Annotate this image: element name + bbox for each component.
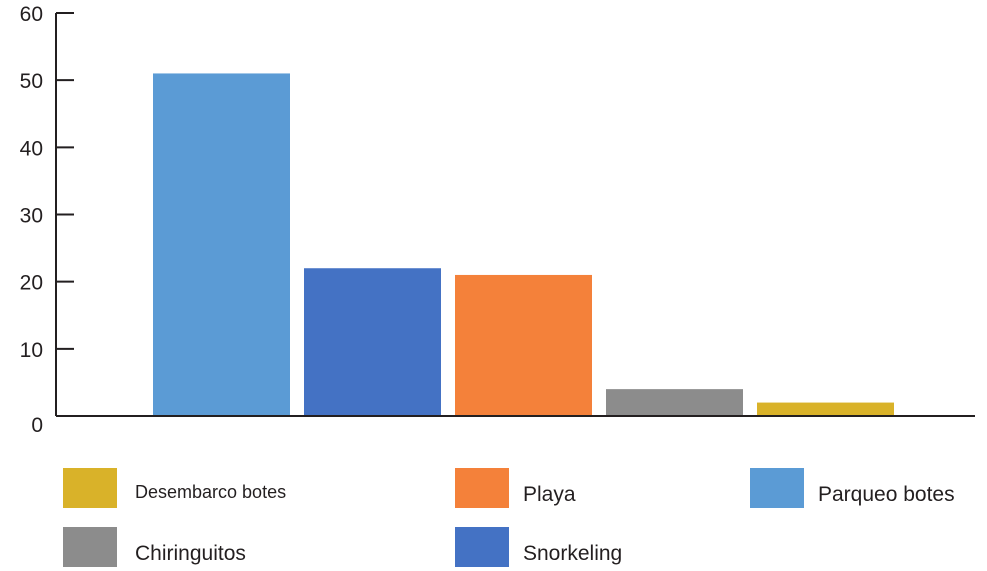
legend-swatch-snorkeling (455, 527, 509, 567)
bar-snorkeling (304, 268, 441, 416)
legend-label-chiringuitos: Chiringuitos (135, 542, 246, 565)
y-tick-label: 20 (20, 272, 43, 295)
y-tick-label: 60 (20, 3, 43, 26)
legend-swatch-parqueo-botes (750, 468, 804, 508)
legend: Desembarco botes Playa Parqueo botes Chirin… (63, 468, 955, 567)
bar-parqueo-botes (153, 73, 290, 416)
bar-chiringuitos (606, 389, 743, 416)
y-tick-label: 30 (20, 205, 43, 228)
legend-label-parqueo-botes: Parqueo botes (818, 483, 955, 506)
y-tick-label: 40 (20, 137, 43, 160)
y-tick-label: 10 (20, 339, 43, 362)
y-axis-ticks: 0 10 20 30 40 50 60 (20, 3, 74, 437)
bar-playa (455, 274, 592, 416)
legend-swatch-desembarco-botes (63, 468, 117, 508)
bars (153, 73, 894, 416)
legend-swatch-chiringuitos (63, 527, 117, 567)
legend-label-desembarco-botes: Desembarco botes (135, 482, 286, 502)
y-tick-label: 0 (31, 414, 43, 437)
bar-desembarco-botes (757, 402, 894, 416)
y-tick-label: 50 (20, 70, 43, 93)
legend-label-playa: Playa (523, 483, 576, 506)
legend-label-snorkeling: Snorkeling (523, 542, 622, 565)
legend-swatch-playa (455, 468, 509, 508)
